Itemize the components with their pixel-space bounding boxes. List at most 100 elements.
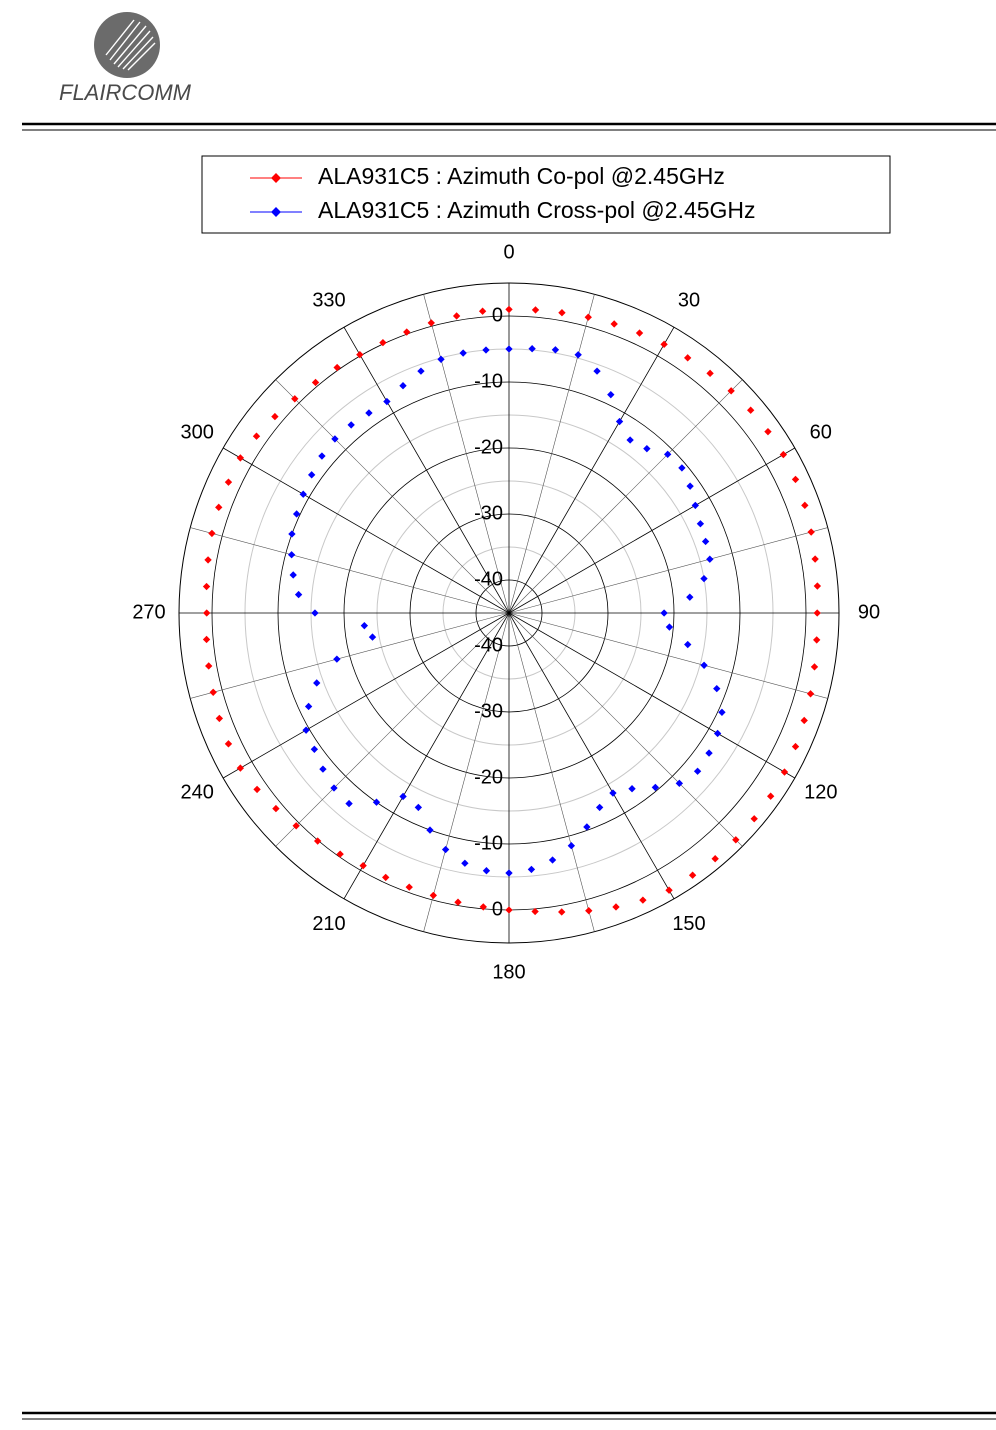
data-point <box>678 464 686 472</box>
data-point <box>330 784 338 792</box>
data-point <box>791 742 800 751</box>
data-point <box>660 340 668 349</box>
data-point <box>215 503 223 512</box>
r-tick-label: -30 <box>474 502 503 524</box>
data-point <box>287 551 296 559</box>
data-point <box>204 556 212 564</box>
spoke <box>508 612 828 699</box>
spoke <box>343 612 510 899</box>
data-point <box>203 609 211 617</box>
data-point <box>610 320 618 328</box>
r-tick-label: -10 <box>474 370 503 392</box>
r-tick-label: -20 <box>474 766 503 788</box>
data-point <box>379 338 387 347</box>
data-point <box>691 501 700 510</box>
angle-label: 270 <box>132 601 165 623</box>
data-point <box>288 530 296 538</box>
data-point <box>558 309 566 317</box>
data-point <box>706 369 714 378</box>
data-point <box>665 886 673 894</box>
data-point <box>215 714 224 723</box>
data-point <box>478 307 487 315</box>
data-point <box>688 871 697 879</box>
data-point <box>294 590 303 599</box>
data-point <box>791 475 800 484</box>
data-point <box>718 708 726 716</box>
data-point <box>272 804 280 813</box>
data-point <box>429 891 438 900</box>
data-point <box>528 345 536 353</box>
data-point <box>558 908 566 916</box>
data-point <box>452 312 461 320</box>
data-point <box>583 823 591 831</box>
data-point <box>333 655 341 663</box>
data-point <box>347 421 355 429</box>
data-point <box>626 436 634 444</box>
logo-mark <box>94 12 160 78</box>
r-tick-label: -40 <box>474 568 503 590</box>
spoke <box>508 447 795 614</box>
data-point <box>639 896 647 904</box>
angle-label: 210 <box>312 913 345 935</box>
legend-marker <box>271 173 281 183</box>
data-point <box>713 684 721 693</box>
data-point <box>205 662 213 670</box>
data-point <box>684 354 692 362</box>
data-point <box>813 582 822 590</box>
data-point <box>663 450 672 459</box>
data-point <box>700 574 708 583</box>
data-point <box>289 571 297 579</box>
spoke <box>275 612 510 847</box>
data-point <box>527 865 536 874</box>
data-point <box>567 842 576 850</box>
data-point <box>405 883 413 891</box>
angle-label: 30 <box>678 290 700 312</box>
data-point <box>810 663 819 671</box>
spoke <box>423 612 510 932</box>
r-tick-label: 0 <box>492 898 503 920</box>
data-point <box>686 482 694 490</box>
angle-label: 120 <box>804 781 837 803</box>
data-point <box>615 417 624 426</box>
data-point <box>595 803 604 812</box>
data-point <box>209 688 217 696</box>
data-point <box>665 623 674 631</box>
spoke <box>190 527 510 614</box>
data-point <box>779 450 788 459</box>
data-point <box>574 351 582 359</box>
data-point <box>800 716 808 725</box>
data-point <box>750 815 758 823</box>
spoke <box>223 447 510 614</box>
data-point <box>746 406 755 414</box>
data-point <box>304 702 313 711</box>
spoke <box>508 612 743 847</box>
data-point <box>651 783 660 792</box>
data-point <box>236 454 245 462</box>
logo: FLAIRCOMM <box>59 12 192 105</box>
data-point <box>414 803 423 812</box>
spoke <box>508 612 795 779</box>
data-point <box>426 826 434 834</box>
data-point <box>345 799 353 808</box>
data-point <box>700 661 708 669</box>
data-point <box>372 798 381 806</box>
data-point <box>292 822 300 830</box>
r-tick-label: -40 <box>474 634 503 656</box>
data-point <box>302 726 310 734</box>
data-point <box>417 367 425 375</box>
data-point <box>701 537 710 546</box>
data-point <box>607 390 615 399</box>
data-point <box>291 395 299 403</box>
data-point <box>271 412 279 421</box>
data-point <box>313 679 321 687</box>
data-point <box>813 609 821 617</box>
data-point <box>505 305 513 314</box>
data-point <box>331 435 339 443</box>
legend-label: ALA931C5 : Azimuth Cross-pol @2.45GHz <box>318 197 756 223</box>
data-point <box>459 349 467 357</box>
spoke <box>508 294 595 614</box>
data-point <box>441 845 450 854</box>
r-tick-label: -20 <box>474 436 503 458</box>
angle-label: 0 <box>503 241 514 263</box>
data-point <box>310 745 319 753</box>
